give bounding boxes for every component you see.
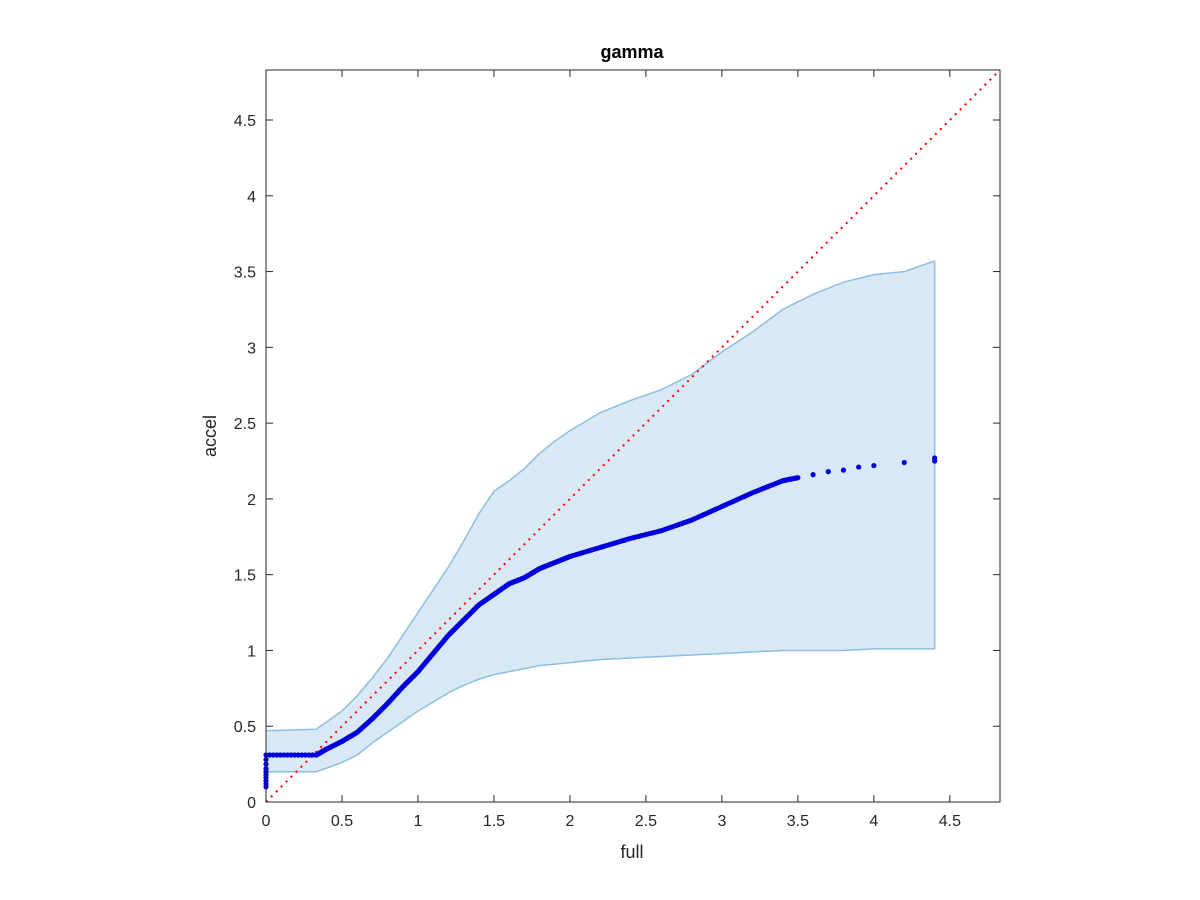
data-point <box>299 752 305 758</box>
x-axis-label: full <box>620 842 643 862</box>
x-tick-label: 0.5 <box>331 813 353 830</box>
x-tick-label: 1.5 <box>483 813 505 830</box>
data-point <box>306 752 312 758</box>
data-point <box>266 752 273 758</box>
data-point <box>840 467 847 473</box>
data-point <box>795 475 801 481</box>
data-point <box>901 459 907 466</box>
data-point <box>825 469 831 475</box>
axes-box <box>265 69 1001 803</box>
band-upper-edge <box>265 260 935 732</box>
x-tick-label: 2.5 <box>635 813 657 830</box>
y-tick-label: 1.5 <box>234 568 256 585</box>
x-tick-label: 4.5 <box>939 813 961 830</box>
x-tick-label: 3.5 <box>787 813 809 830</box>
chart-title: gamma <box>600 42 664 62</box>
data-point <box>281 752 287 758</box>
data-point <box>302 752 309 758</box>
reference-diagonal <box>265 69 1001 803</box>
y-tick-label: 3.5 <box>234 265 256 282</box>
data-point <box>292 752 298 758</box>
x-tick-label: 3 <box>717 813 726 830</box>
data-point <box>295 752 301 758</box>
x-tick-label: 0 <box>262 813 271 830</box>
data-point <box>284 752 291 758</box>
y-tick-label: 0 <box>247 795 256 812</box>
reference-line <box>265 69 1001 803</box>
data-point <box>288 752 294 758</box>
y-tick-label: 3 <box>247 340 256 357</box>
data-point <box>871 462 877 469</box>
y-tick-label: 1 <box>247 643 256 660</box>
data-point <box>309 752 316 758</box>
y-tick-label: 0.5 <box>234 719 256 736</box>
band-lower-edge <box>266 648 935 773</box>
band-area <box>266 260 935 772</box>
y-tick-label: 4 <box>247 189 256 206</box>
data-point <box>277 752 283 758</box>
data-point <box>270 752 276 758</box>
y-tick-label: 4.5 <box>234 113 256 130</box>
x-tick-label: 4 <box>869 813 878 830</box>
y-tick-label: 2.5 <box>234 416 256 433</box>
y-tick-label: 2 <box>247 492 256 509</box>
y-axis-label: accel <box>200 415 220 457</box>
data-point <box>932 455 938 461</box>
axis-ticks: 0 0.5 1 1.5 2 2.5 3 3.5 4 4.5 0 0.5 1 1.5 2 2.5 3 3.5 4 4.5 <box>234 70 1000 830</box>
data-points <box>263 455 938 790</box>
confidence-band <box>265 260 936 773</box>
x-tick-label: 1 <box>414 813 423 830</box>
data-point <box>856 464 862 470</box>
data-point <box>810 472 816 478</box>
data-point <box>274 752 280 758</box>
x-tick-label: 2 <box>565 813 574 830</box>
